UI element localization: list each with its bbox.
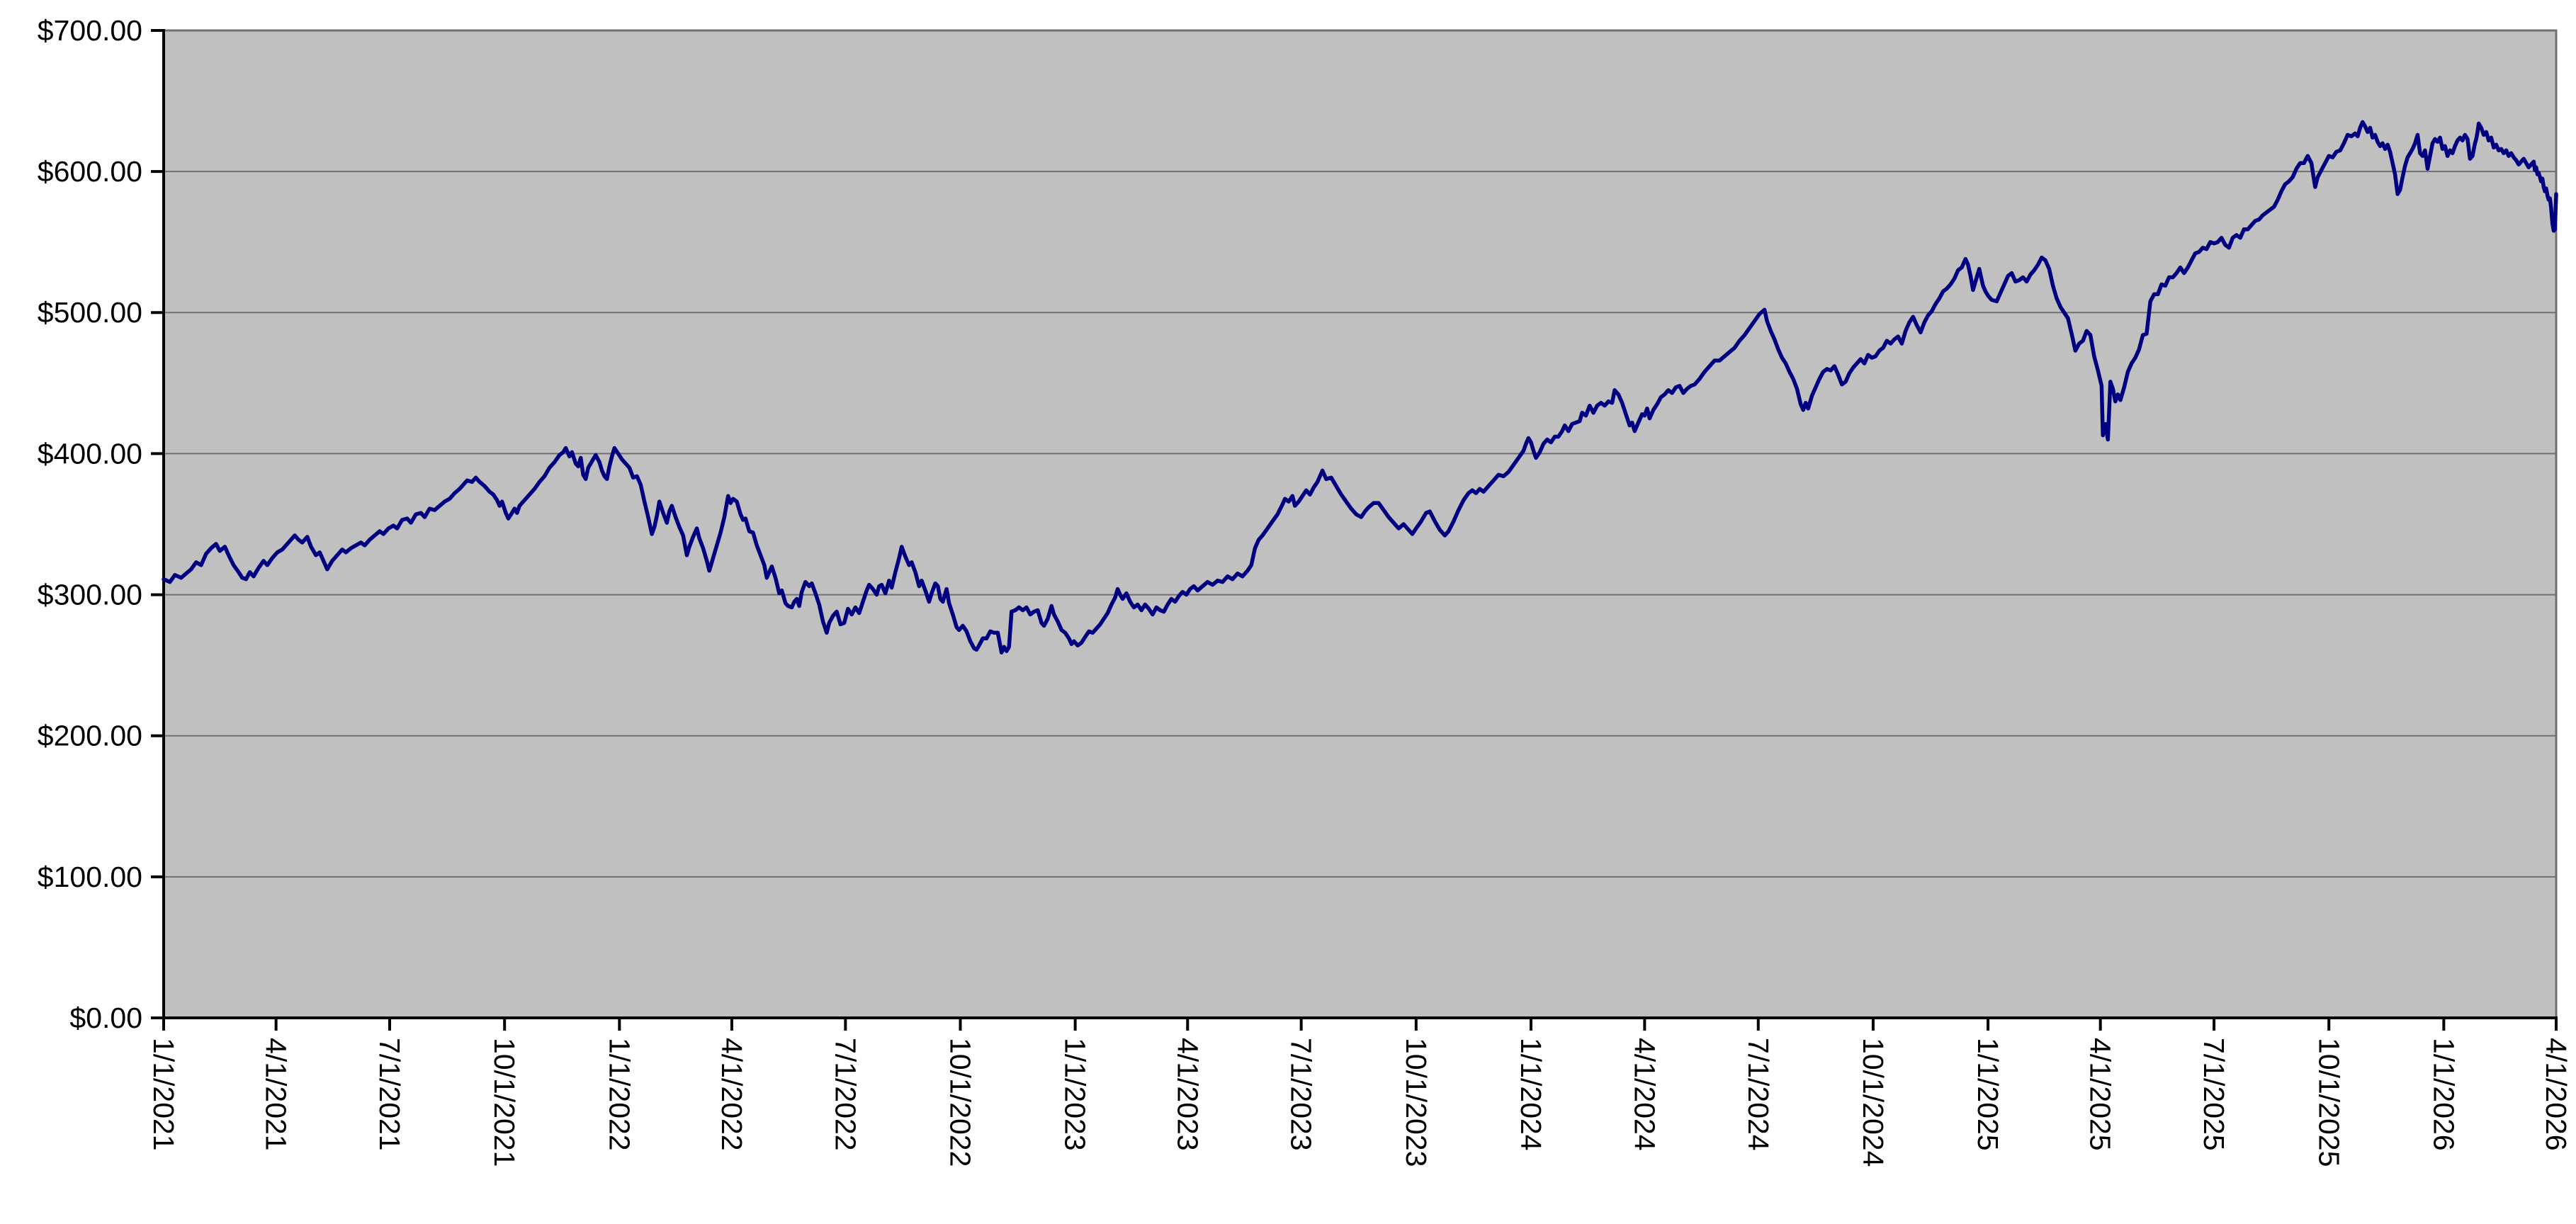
- x-axis-label: 7/1/2021: [373, 1038, 406, 1151]
- x-axis-label: 1/1/2022: [603, 1038, 635, 1151]
- x-axis-label: 10/1/2024: [1857, 1038, 1889, 1167]
- plot-area: [164, 30, 2556, 1018]
- x-axis-ticks: [162, 1018, 2558, 1031]
- x-axis-label: 4/1/2026: [2540, 1038, 2572, 1151]
- x-axis-label: 1/1/2025: [1972, 1038, 2004, 1151]
- y-axis-label: $700.00: [38, 14, 142, 47]
- x-axis-label: 4/1/2022: [716, 1038, 748, 1151]
- x-axis-label: 1/1/2024: [1515, 1038, 1547, 1151]
- x-axis-label: 4/1/2024: [1628, 1038, 1661, 1151]
- y-axis-label: $100.00: [38, 861, 142, 893]
- x-axis-label: 7/1/2025: [2198, 1038, 2230, 1151]
- x-axis-label: 7/1/2022: [829, 1038, 862, 1151]
- x-axis-label: 4/1/2025: [2084, 1038, 2117, 1151]
- y-axis-label: $400.00: [38, 437, 142, 470]
- y-axis-label: $200.00: [38, 720, 142, 752]
- y-axis-ticks: [151, 29, 164, 1019]
- price-line-series: [162, 120, 2558, 654]
- x-axis-label: 1/1/2026: [2427, 1038, 2460, 1151]
- x-axis-label: 10/1/2025: [2312, 1038, 2345, 1167]
- x-axis-label: 10/1/2022: [944, 1038, 977, 1167]
- x-axis-label: 4/1/2023: [1171, 1038, 1204, 1151]
- x-axis-label: 10/1/2021: [488, 1038, 521, 1167]
- y-axis-label: $300.00: [38, 579, 142, 611]
- x-axis-label: 10/1/2023: [1400, 1038, 1433, 1167]
- x-axis-label: 1/1/2021: [147, 1038, 180, 1151]
- y-axis-label: $600.00: [38, 155, 142, 188]
- y-axis-labels: $0.00 $100.00 $200.00 $300.00 $400.00 $500.00…: [38, 14, 142, 1034]
- x-axis-labels: 1/1/2021 4/1/2021 7/1/2021 10/1/2021 1/1/202…: [147, 1038, 2572, 1167]
- y-axis-label: $500.00: [38, 296, 142, 329]
- x-axis-label: 4/1/2021: [260, 1038, 293, 1151]
- x-axis-label: 7/1/2024: [1742, 1038, 1775, 1151]
- x-axis-label: 1/1/2023: [1059, 1038, 1092, 1151]
- y-axis-label: $0.00: [69, 1002, 142, 1034]
- x-axis-label: 7/1/2023: [1285, 1038, 1318, 1151]
